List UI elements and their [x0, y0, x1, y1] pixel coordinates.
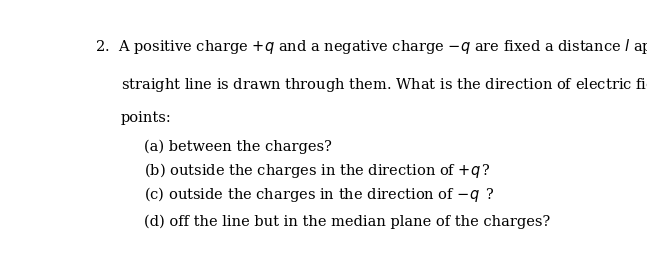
Text: (a) between the charges?: (a) between the charges?	[144, 140, 331, 154]
Text: points:: points:	[121, 111, 171, 125]
Text: (b) outside the charges in the direction of $+q\,$?: (b) outside the charges in the direction…	[144, 161, 490, 180]
Text: straight line is drawn through them. What is the direction of electric field $\b: straight line is drawn through them. Wha…	[121, 73, 647, 95]
Text: (c) outside the charges in the direction of $-q\,$ ?: (c) outside the charges in the direction…	[144, 185, 494, 204]
Text: 2.  A positive charge $+q$ and a negative charge $-q$ are fixed a distance $l$ a: 2. A positive charge $+q$ and a negative…	[95, 37, 647, 56]
Text: (d) off the line but in the median plane of the charges?: (d) off the line but in the median plane…	[144, 214, 550, 229]
